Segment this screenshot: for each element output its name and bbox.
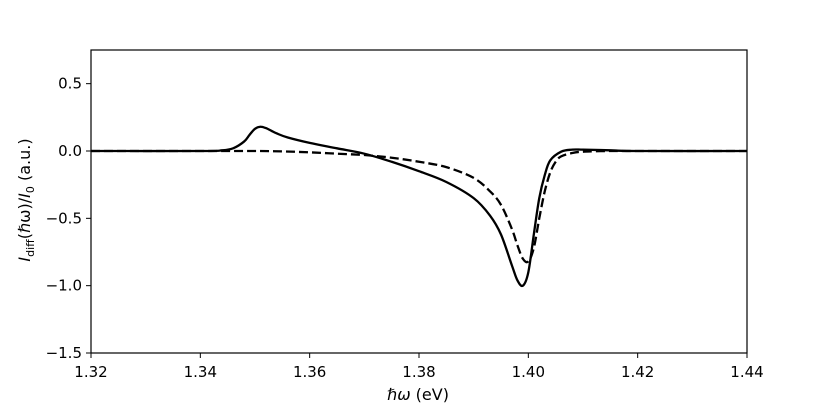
y-tick-label: −0.5	[46, 209, 82, 227]
x-tick-label: 1.36	[293, 363, 326, 381]
x-tick-label: 1.38	[402, 363, 435, 381]
y-tick-label: −1.0	[46, 277, 82, 295]
y-axis-label-sub2: 0	[24, 186, 37, 193]
x-axis-label-symbol: ℏω	[387, 385, 411, 404]
plot-frame	[90, 49, 748, 354]
series-layer	[90, 125, 748, 288]
y-axis-label: Idiff(ℏω)/I0 (a.u.)	[15, 138, 37, 261]
x-tick-label: 1.40	[512, 363, 545, 381]
x-axis-label-unit: (eV)	[411, 385, 449, 404]
y-axis-label-sub1: diff	[24, 239, 37, 257]
y-axis-label-unit: (a.u.)	[15, 138, 34, 186]
x-axis-label: ℏω (eV)	[387, 385, 449, 404]
y-axis-label-mid: (ℏω)/	[15, 197, 34, 239]
x-tick-label: 1.44	[730, 363, 763, 381]
y-tick-label: 0.0	[58, 142, 82, 160]
x-tick-label: 1.42	[621, 363, 654, 381]
y-axis-label-i1: I	[15, 257, 34, 262]
y-tick-label: −1.5	[46, 344, 82, 362]
x-tick-label: 1.34	[184, 363, 217, 381]
y-axis-label-i2: I	[15, 193, 34, 198]
y-tick-label: 0.5	[58, 75, 82, 93]
ticks-layer: 1.32 1.34 1.36 1.38 1.40 1.42 1.44 0.5 0.0 −0.5 −1…	[46, 75, 764, 381]
series-line-dashed	[91, 149, 747, 264]
x-tick-label: 1.32	[74, 363, 107, 381]
series-line-solid	[90, 125, 748, 288]
